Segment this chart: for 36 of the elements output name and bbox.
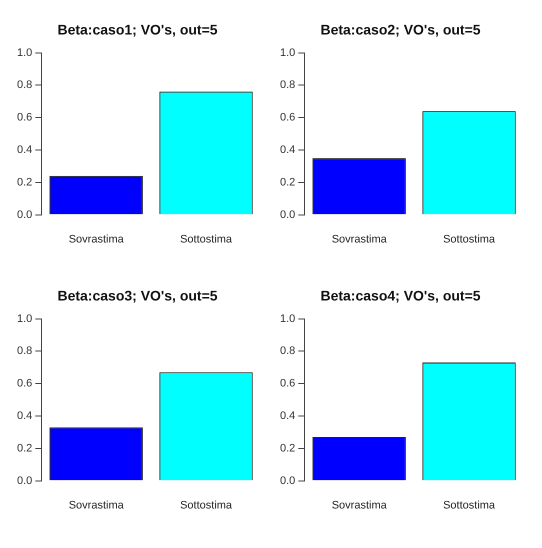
chart-title: Beta:caso1; VO's, out=5 (57, 21, 218, 38)
y-tick-label: 0.2 (280, 176, 296, 188)
x-tick-label: Sovrastima (332, 233, 388, 246)
y-tick-label: 0.2 (280, 442, 296, 454)
x-tick-label: Sottostima (180, 233, 233, 246)
y-tick-label: 0.8 (280, 79, 296, 92)
y-tick-label: 1.0 (280, 312, 296, 325)
x-tick-label: Sovrastima (332, 499, 388, 512)
y-tick-label: 1.0 (16, 312, 32, 325)
x-tick-label: Sovrastima (68, 233, 125, 246)
y-tick-label: 0.0 (16, 208, 32, 221)
y-tick-label: 0.4 (280, 144, 296, 156)
x-tick-label: Sottostima (180, 499, 233, 512)
y-tick-label: 0.8 (16, 79, 32, 92)
y-tick-label: 0.0 (16, 474, 32, 487)
x-tick-label: Sovrastima (68, 499, 125, 512)
y-tick-label: 0.2 (16, 442, 32, 454)
chart-title: Beta:caso2; VO's, out=5 (320, 21, 481, 38)
y-tick-label: 0.6 (280, 378, 296, 390)
y-tick-label: 0.0 (280, 474, 296, 487)
y-tick-label: 0.2 (16, 176, 32, 188)
y-tick-label: 1.0 (16, 46, 32, 59)
y-tick-label: 0.6 (16, 112, 32, 124)
x-tick-label: Sottostima (443, 233, 496, 246)
y-tick-label: 0.4 (280, 410, 296, 422)
y-tick-label: 0.0 (280, 208, 296, 221)
y-tick-label: 0.4 (16, 144, 32, 156)
y-tick-label: 0.6 (16, 378, 32, 390)
chart-title: Beta:caso3; VO's, out=5 (57, 287, 218, 304)
x-tick-label: Sottostima (443, 499, 496, 512)
y-tick-label: 1.0 (280, 46, 296, 59)
y-tick-label: 0.8 (16, 345, 32, 358)
y-tick-label: 0.4 (16, 410, 32, 422)
y-tick-label: 0.6 (280, 112, 296, 124)
chart-title: Beta:caso4; VO's, out=5 (320, 287, 481, 304)
y-tick-label: 0.8 (280, 345, 296, 358)
